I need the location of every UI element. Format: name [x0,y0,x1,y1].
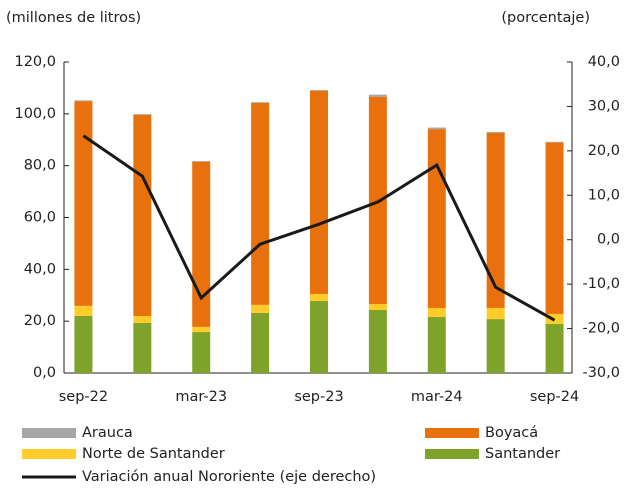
y2-axis-label: (porcentaje) [501,10,590,26]
legend-label: Norte de Santander [82,446,225,462]
bar-segment [251,102,270,103]
bar-segment [133,114,152,115]
bar-segment [251,102,270,305]
bar-segment [192,326,211,333]
y2-tick-label: 40,0 [588,54,620,70]
bar-segment [427,317,446,373]
bar-segment [486,307,505,320]
bar-segment [74,101,93,306]
bar-segment [310,300,328,373]
y2-tick-label: 10,0 [588,187,620,203]
bar-segment [74,305,93,316]
x-tick-label: mar-24 [411,389,463,405]
y-tick-label: 100,0 [14,106,56,122]
bar-segment [368,94,387,97]
x-tick-label: sep-24 [530,389,579,405]
y-tick-label: 60,0 [24,210,56,226]
bar-segment [310,90,328,294]
bar-segment [368,310,387,373]
bar-segment [310,89,328,91]
y-tick-label: 80,0 [24,158,56,174]
y2-tick-label: 0,0 [597,232,620,248]
bar-segment [74,315,93,373]
bar-segment [251,304,270,313]
y2-tick-label: -20,0 [582,321,620,337]
bar-segment [545,324,564,373]
legend-swatch [425,449,479,459]
x-tick-label: sep-23 [294,389,343,405]
y-tick-label: 120,0 [14,54,56,70]
x-tick-label: mar-23 [175,389,227,405]
line [82,134,556,322]
y2-tick-label: 20,0 [588,143,620,159]
bar-segment [133,315,152,323]
bar-segment [545,142,564,314]
bar-segment [192,332,211,373]
x-tick-label: sep-22 [59,389,108,405]
legend-label: Santander [485,446,560,462]
legend-label: Arauca [82,425,133,441]
y-tick-label: 40,0 [24,261,56,277]
legend-swatch [22,428,76,438]
bar-segment [545,141,564,143]
bar-segment [251,312,270,373]
y2-tick-label: -10,0 [582,276,620,292]
bar-segment [427,127,446,130]
bar-segment [486,131,505,133]
bar-segment [192,161,211,327]
bar-segment [368,304,387,311]
y2-tick-label: -30,0 [582,365,620,381]
bar-segment [133,322,152,373]
bar-segment [74,100,93,102]
bar-segment [427,307,446,318]
y-axis-label: (millones de litros) [6,10,141,26]
bar-segment [192,161,211,162]
legend-label: Variación anual Nororiente (eje derecho) [82,469,376,485]
y-tick-label: 0,0 [33,365,56,381]
bar-segment [427,129,446,308]
legend-swatch [22,449,76,459]
y-tick-label: 20,0 [24,313,56,329]
bar-segment [310,293,328,301]
legend-swatch [425,428,479,438]
bar-segment [133,114,152,316]
y2-tick-label: 30,0 [588,98,620,114]
bar-segment [486,132,505,308]
legend-label: Boyacá [485,425,538,441]
bar-segment [486,319,505,373]
